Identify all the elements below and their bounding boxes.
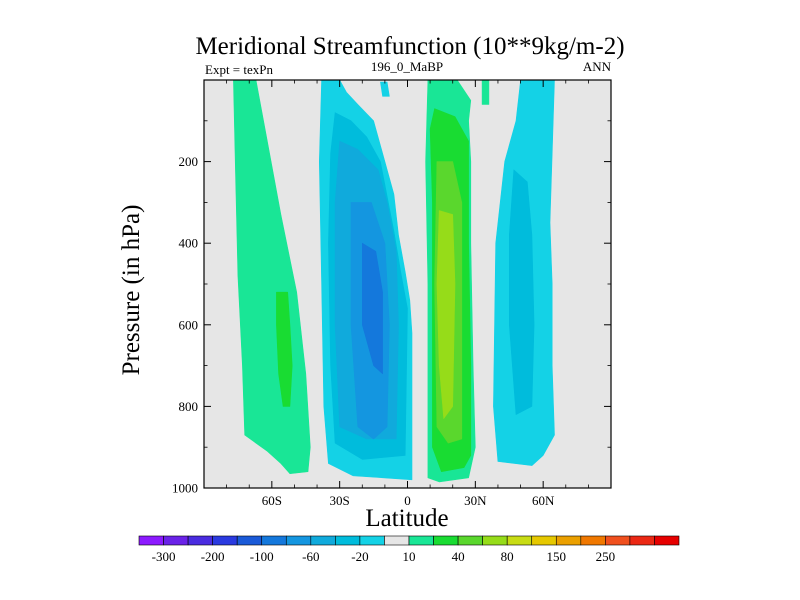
colorbar-swatch (654, 535, 680, 546)
colorbar-swatch (408, 535, 434, 546)
colorbar-swatch (212, 535, 238, 546)
colorbar-swatch (482, 535, 508, 546)
colorbar-label: -20 (351, 549, 368, 564)
x-tick-label: 0 (404, 493, 411, 508)
colorbar-swatch (335, 535, 361, 546)
colorbar-swatch (285, 535, 312, 546)
contour-nh-isolated-patch (481, 80, 490, 105)
colorbar-swatch (138, 535, 164, 546)
y-tick-label: 800 (179, 399, 199, 414)
colorbar-swatch (163, 535, 189, 546)
colorbar-swatch (506, 535, 533, 546)
y-tick-label: 400 (179, 236, 199, 251)
experiment-label: Expt = texPn (205, 62, 273, 77)
colorbar-swatch (236, 535, 263, 546)
colorbar-swatch (433, 535, 459, 546)
contour-sh-ferrel-core (276, 291, 293, 407)
x-axis-label: Latitude (365, 505, 448, 532)
contour-sh-hadley-core (361, 242, 383, 375)
x-tick-label: 60S (262, 493, 282, 508)
colorbar-swatch (580, 535, 606, 546)
contour-regions (233, 80, 555, 483)
colorbar-label: 40 (452, 549, 465, 564)
x-tick-label: 60N (532, 493, 555, 508)
y-tick-label: 600 (179, 317, 199, 332)
colorbar-label: -300 (152, 549, 176, 564)
contour-nh-ferrel-core (508, 169, 535, 415)
x-tick-label: 30N (464, 493, 487, 508)
colorbar-label: -100 (250, 549, 274, 564)
chart-title: Meridional Streamfunction (10**9kg/m-2) (195, 33, 624, 60)
colorbar-label: 10 (403, 549, 416, 564)
colorbar-swatch (261, 535, 287, 546)
y-tick-label: 200 (179, 154, 199, 169)
y-axis-label: Pressure (in hPa) (118, 205, 145, 376)
axis-ticks: 60S 30S 0 30N 60N 200 400 600 800 1000 (172, 80, 611, 508)
run-label: 196_0_MaBP (371, 59, 443, 74)
contour-nh-hadley-core (436, 210, 456, 419)
colorbar-label: 150 (547, 549, 567, 564)
x-tick-label: 30S (330, 493, 350, 508)
colorbar-swatch (359, 535, 385, 546)
colorbar-label: -60 (302, 549, 319, 564)
y-tick-label: 1000 (172, 481, 198, 496)
colorbar-swatch (605, 535, 631, 546)
colorbar-label: 80 (501, 549, 514, 564)
colorbar-swatch (457, 535, 483, 546)
colorbar-label: -200 (201, 549, 225, 564)
colorbar: -300 -200 -100 -60 -20 10 40 80 150 250 (138, 535, 680, 564)
season-label: ANN (583, 59, 612, 74)
colorbar-swatch (555, 535, 582, 546)
colorbar-swatch (629, 535, 655, 546)
colorbar-swatch (310, 535, 336, 546)
colorbar-swatch (187, 535, 213, 546)
colorbar-label: 250 (596, 549, 616, 564)
colorbar-swatch (384, 535, 410, 546)
colorbar-swatch (531, 535, 557, 546)
